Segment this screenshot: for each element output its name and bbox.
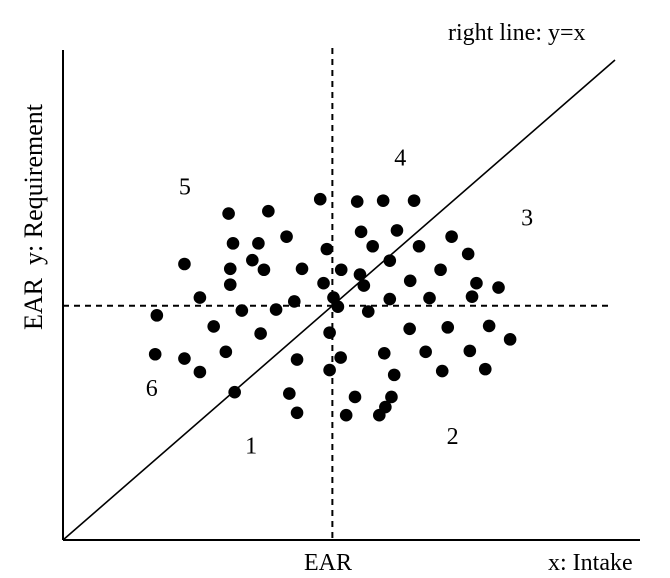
data-point xyxy=(235,304,249,317)
data-point xyxy=(339,408,353,422)
y-axis-label: EAR y: Requirement xyxy=(19,103,48,330)
data-point xyxy=(366,239,379,253)
data-point xyxy=(334,351,347,364)
data-point xyxy=(387,368,401,382)
data-point xyxy=(148,347,162,361)
data-point xyxy=(323,363,336,377)
data-point xyxy=(207,320,220,333)
data-point xyxy=(257,263,271,277)
data-point xyxy=(385,390,398,404)
data-point xyxy=(280,230,293,243)
data-point xyxy=(354,225,368,239)
data-point xyxy=(461,247,475,261)
data-point xyxy=(350,195,364,208)
ear-x-tick-label: EAR xyxy=(304,550,352,576)
data-point xyxy=(290,406,304,420)
data-point xyxy=(150,309,164,322)
region-label: 6 xyxy=(146,376,158,402)
data-point xyxy=(463,344,477,358)
data-point xyxy=(390,224,404,237)
data-point xyxy=(223,278,237,291)
data-point xyxy=(223,262,237,276)
chart-title: right line: y=x xyxy=(448,20,586,46)
data-point xyxy=(435,364,449,378)
data-point xyxy=(290,353,304,366)
data-point xyxy=(377,346,391,360)
data-point xyxy=(178,257,191,271)
data-point xyxy=(317,276,330,290)
data-point xyxy=(178,352,191,365)
data-point xyxy=(323,326,336,339)
data-point xyxy=(357,279,371,292)
data-point xyxy=(254,327,267,340)
data-point xyxy=(334,263,348,277)
x-axis-label: x: Intake xyxy=(548,550,633,576)
data-point xyxy=(419,345,432,359)
data-point xyxy=(193,291,207,304)
data-point xyxy=(269,303,283,316)
data-point xyxy=(331,300,345,314)
data-point xyxy=(376,194,390,207)
data-point xyxy=(226,237,240,250)
data-point xyxy=(287,295,301,308)
data-point xyxy=(470,276,483,290)
data-point xyxy=(403,274,417,288)
reference-lines xyxy=(62,48,616,541)
data-point xyxy=(465,290,479,303)
data-point xyxy=(503,333,517,346)
region-label: 4 xyxy=(394,146,406,172)
data-point xyxy=(361,305,375,318)
data-point xyxy=(252,237,265,250)
axes xyxy=(62,50,640,541)
data-point xyxy=(478,362,492,376)
data-point xyxy=(441,321,455,334)
data-point xyxy=(492,281,505,294)
chart-text: right line: y=x EAR y: Requirement x: In… xyxy=(19,20,633,576)
data-point xyxy=(445,230,458,243)
data-point xyxy=(353,268,367,281)
data-point xyxy=(482,319,496,333)
data-point xyxy=(219,345,233,359)
data-point xyxy=(283,387,296,400)
data-point xyxy=(320,242,334,256)
region-label: 2 xyxy=(447,424,459,450)
region-labels: 1 2 3 4 5 6 xyxy=(146,146,533,460)
region-label: 1 xyxy=(245,434,257,460)
data-point xyxy=(423,291,436,305)
data-point xyxy=(434,263,447,277)
data-points xyxy=(148,192,517,422)
data-point xyxy=(193,365,207,379)
data-point xyxy=(222,207,235,220)
region-label: 5 xyxy=(179,174,191,200)
data-point xyxy=(262,204,275,218)
data-point xyxy=(407,194,421,207)
data-point xyxy=(348,390,362,404)
data-point xyxy=(383,254,397,267)
data-point xyxy=(295,262,309,276)
data-point xyxy=(246,253,259,267)
data-point xyxy=(383,292,397,306)
data-point xyxy=(228,385,241,399)
region-label: 3 xyxy=(521,206,533,232)
data-point xyxy=(412,239,426,253)
data-point xyxy=(403,322,416,336)
data-point xyxy=(379,400,392,414)
data-point xyxy=(313,192,327,206)
